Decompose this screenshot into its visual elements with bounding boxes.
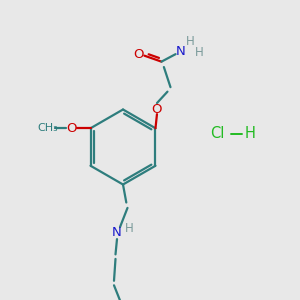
Text: N: N: [176, 45, 186, 58]
Text: H: H: [245, 126, 256, 141]
Text: H: H: [186, 35, 194, 48]
Text: O: O: [152, 103, 162, 116]
Text: H: H: [195, 46, 203, 59]
Text: Cl: Cl: [210, 126, 225, 141]
Text: O: O: [67, 122, 77, 135]
Text: O: O: [134, 48, 144, 61]
Text: H: H: [125, 222, 134, 236]
Text: N: N: [112, 226, 122, 239]
Text: CH₃: CH₃: [38, 123, 58, 133]
